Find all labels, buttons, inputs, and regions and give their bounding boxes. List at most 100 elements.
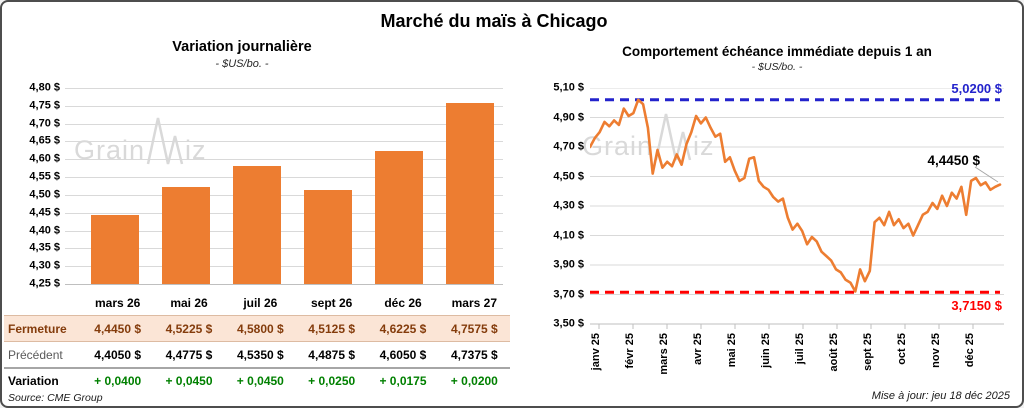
line-chart-subtitle: - $US/bo. - xyxy=(751,61,803,73)
line-chart-svg xyxy=(588,87,1004,329)
x-tick-label: nov 25 xyxy=(930,333,942,368)
bar-déc 26 xyxy=(374,151,423,284)
x-tick-label: janv 25 xyxy=(590,333,602,371)
source-note: Source: CME Group xyxy=(8,392,103,404)
y-tick-label: 4,80 $ xyxy=(29,81,60,94)
y-tick-label: 4,30 $ xyxy=(29,259,60,272)
line-chart-plot-area xyxy=(588,87,1004,334)
y-tick-label: 3,50 $ xyxy=(553,317,584,330)
table-cell: 4,6225 $ xyxy=(379,321,427,336)
table-row: Précédent 4,4050 $ 4,4775 $ 4,5350 $ 4,4875 … xyxy=(4,342,510,369)
bar-slot xyxy=(79,88,150,284)
table-cell: mars 26 xyxy=(94,295,141,310)
table-cell: 4,4050 $ xyxy=(94,347,142,362)
gridline xyxy=(65,230,503,232)
gridline xyxy=(65,105,503,107)
y-tick-label: 4,25 $ xyxy=(29,277,60,290)
table-cell: + 0,0175 xyxy=(379,373,427,388)
x-tick-label: déc 25 xyxy=(964,333,976,368)
y-tick-label: 4,50 $ xyxy=(553,170,584,182)
bar-chart-subtitle: - $US/bo. - xyxy=(215,58,269,70)
table-row: Fermeture 4,4450 $ 4,5225 $ 4,5800 $ 4,5125 … xyxy=(4,315,510,342)
bar-slot xyxy=(363,88,434,284)
gridline xyxy=(65,212,503,214)
gridline xyxy=(65,159,503,161)
high-reference-value-label: 5,0200 $ xyxy=(951,81,1002,96)
gridline xyxy=(65,194,503,196)
page-title: Marché du maïs à Chicago xyxy=(380,11,608,31)
y-tick-label: 4,10 $ xyxy=(553,229,584,241)
y-tick-label: 5,10 $ xyxy=(553,81,584,94)
x-tick-label: avr 25 xyxy=(692,333,704,365)
bar-juil 26 xyxy=(232,166,281,284)
table-cell: juil 26 xyxy=(243,295,278,310)
line-chart-y-axis: 5,10 $ 4,90 $ 4,70 $ 4,50 $ 4,30 $ 4,10 $ 3,90… xyxy=(530,82,584,329)
watermark-text: Grain xyxy=(582,131,654,161)
x-tick-label: oct 25 xyxy=(896,333,908,365)
y-tick-label: 4,70 $ xyxy=(553,140,584,153)
watermark-zigzag-icon xyxy=(146,117,184,165)
line-chart-title: Comportement échéance immédiate depuis 1… xyxy=(622,44,932,59)
watermark-text: iz xyxy=(185,135,207,165)
watermark-text: Grain xyxy=(74,135,146,165)
bar-slot xyxy=(221,88,292,284)
bar-chart-plot-area xyxy=(65,88,503,285)
table-row: Variation + 0,0400 + 0,0450 + 0,0450 + 0,025… xyxy=(4,369,510,392)
x-tick-label: mars 25 xyxy=(658,333,670,375)
table-cell: + 0,0200 xyxy=(450,373,498,388)
table-cell: 4,5800 $ xyxy=(236,321,284,336)
table-cell: + 0,0450 xyxy=(236,373,284,388)
table-cell: 4,6050 $ xyxy=(379,347,427,362)
table-cell: 4,5225 $ xyxy=(165,321,213,336)
grainwiz-watermark: Grain iz xyxy=(74,114,207,165)
table-cell: + 0,0400 xyxy=(94,373,142,388)
y-tick-label: 4,50 $ xyxy=(29,188,60,201)
gridline xyxy=(65,177,503,179)
table-cell: mars 27 xyxy=(451,295,498,310)
row-label: Précédent xyxy=(8,347,63,362)
y-tick-label: 4,65 $ xyxy=(29,134,60,147)
low-reference-value-label: 3,7150 $ xyxy=(951,298,1002,313)
watermark-zigzag-icon xyxy=(654,113,692,161)
bar-slot xyxy=(150,88,221,284)
table-cell: sept 26 xyxy=(310,295,353,310)
x-tick-label: août 25 xyxy=(828,333,840,372)
table-cell: 4,5125 $ xyxy=(308,321,356,336)
bar-mars 27 xyxy=(445,103,494,284)
price-series-line xyxy=(588,98,1002,293)
y-tick-label: 4,90 $ xyxy=(553,111,584,123)
watermark-text: iz xyxy=(693,131,715,161)
bar-mars 26 xyxy=(90,214,139,284)
gridline xyxy=(65,141,503,143)
y-tick-label: 4,70 $ xyxy=(29,117,60,130)
table-row: mars 26 mai 26 juil 26 sept 26 déc 26 mars 27 xyxy=(4,290,510,315)
x-tick-label: juin 25 xyxy=(760,333,772,368)
x-tick-label: févr 25 xyxy=(624,333,636,369)
bar-chart-y-axis: 4,80 $ 4,75 $ 4,70 $ 4,65 $ 4,60 $ 4,55 $ 4,50… xyxy=(4,82,60,289)
bar-chart-title: Variation journalière xyxy=(172,39,312,55)
gridline xyxy=(65,88,503,89)
y-tick-label: 4,40 $ xyxy=(29,224,60,237)
bar-sept 26 xyxy=(303,190,352,284)
table-cell: 4,7375 $ xyxy=(450,347,498,362)
updated-note: Mise à jour: jeu 18 déc 2025 xyxy=(871,390,1010,402)
price-table: mars 26 mai 26 juil 26 sept 26 déc 26 mars 27… xyxy=(4,290,510,392)
y-tick-label: 4,55 $ xyxy=(29,170,60,183)
bar-slot xyxy=(434,88,505,284)
table-cell: 4,4875 $ xyxy=(308,347,356,362)
y-tick-label: 3,90 $ xyxy=(553,258,584,271)
gridline xyxy=(65,266,503,268)
bar-mai 26 xyxy=(161,186,210,284)
y-tick-label: 4,35 $ xyxy=(29,241,60,254)
y-tick-label: 3,70 $ xyxy=(553,288,584,300)
y-tick-label: 4,45 $ xyxy=(29,206,60,219)
grainwiz-watermark: Grain iz xyxy=(582,110,715,161)
gridline xyxy=(65,248,503,250)
y-tick-label: 4,75 $ xyxy=(29,99,60,112)
y-tick-label: 4,30 $ xyxy=(553,199,584,212)
x-tick-label: juil 25 xyxy=(794,333,806,365)
table-cell: + 0,0450 xyxy=(165,373,213,388)
x-tick-label: mai 25 xyxy=(726,333,738,368)
row-label: Variation xyxy=(8,373,59,388)
